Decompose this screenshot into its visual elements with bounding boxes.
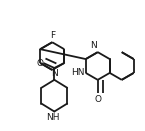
Text: O: O	[37, 59, 44, 67]
Text: O: O	[94, 95, 101, 104]
Text: HN: HN	[71, 68, 85, 77]
Text: N: N	[90, 41, 97, 50]
Text: N: N	[51, 69, 58, 78]
Text: NH: NH	[47, 113, 60, 122]
Text: F: F	[50, 31, 55, 40]
